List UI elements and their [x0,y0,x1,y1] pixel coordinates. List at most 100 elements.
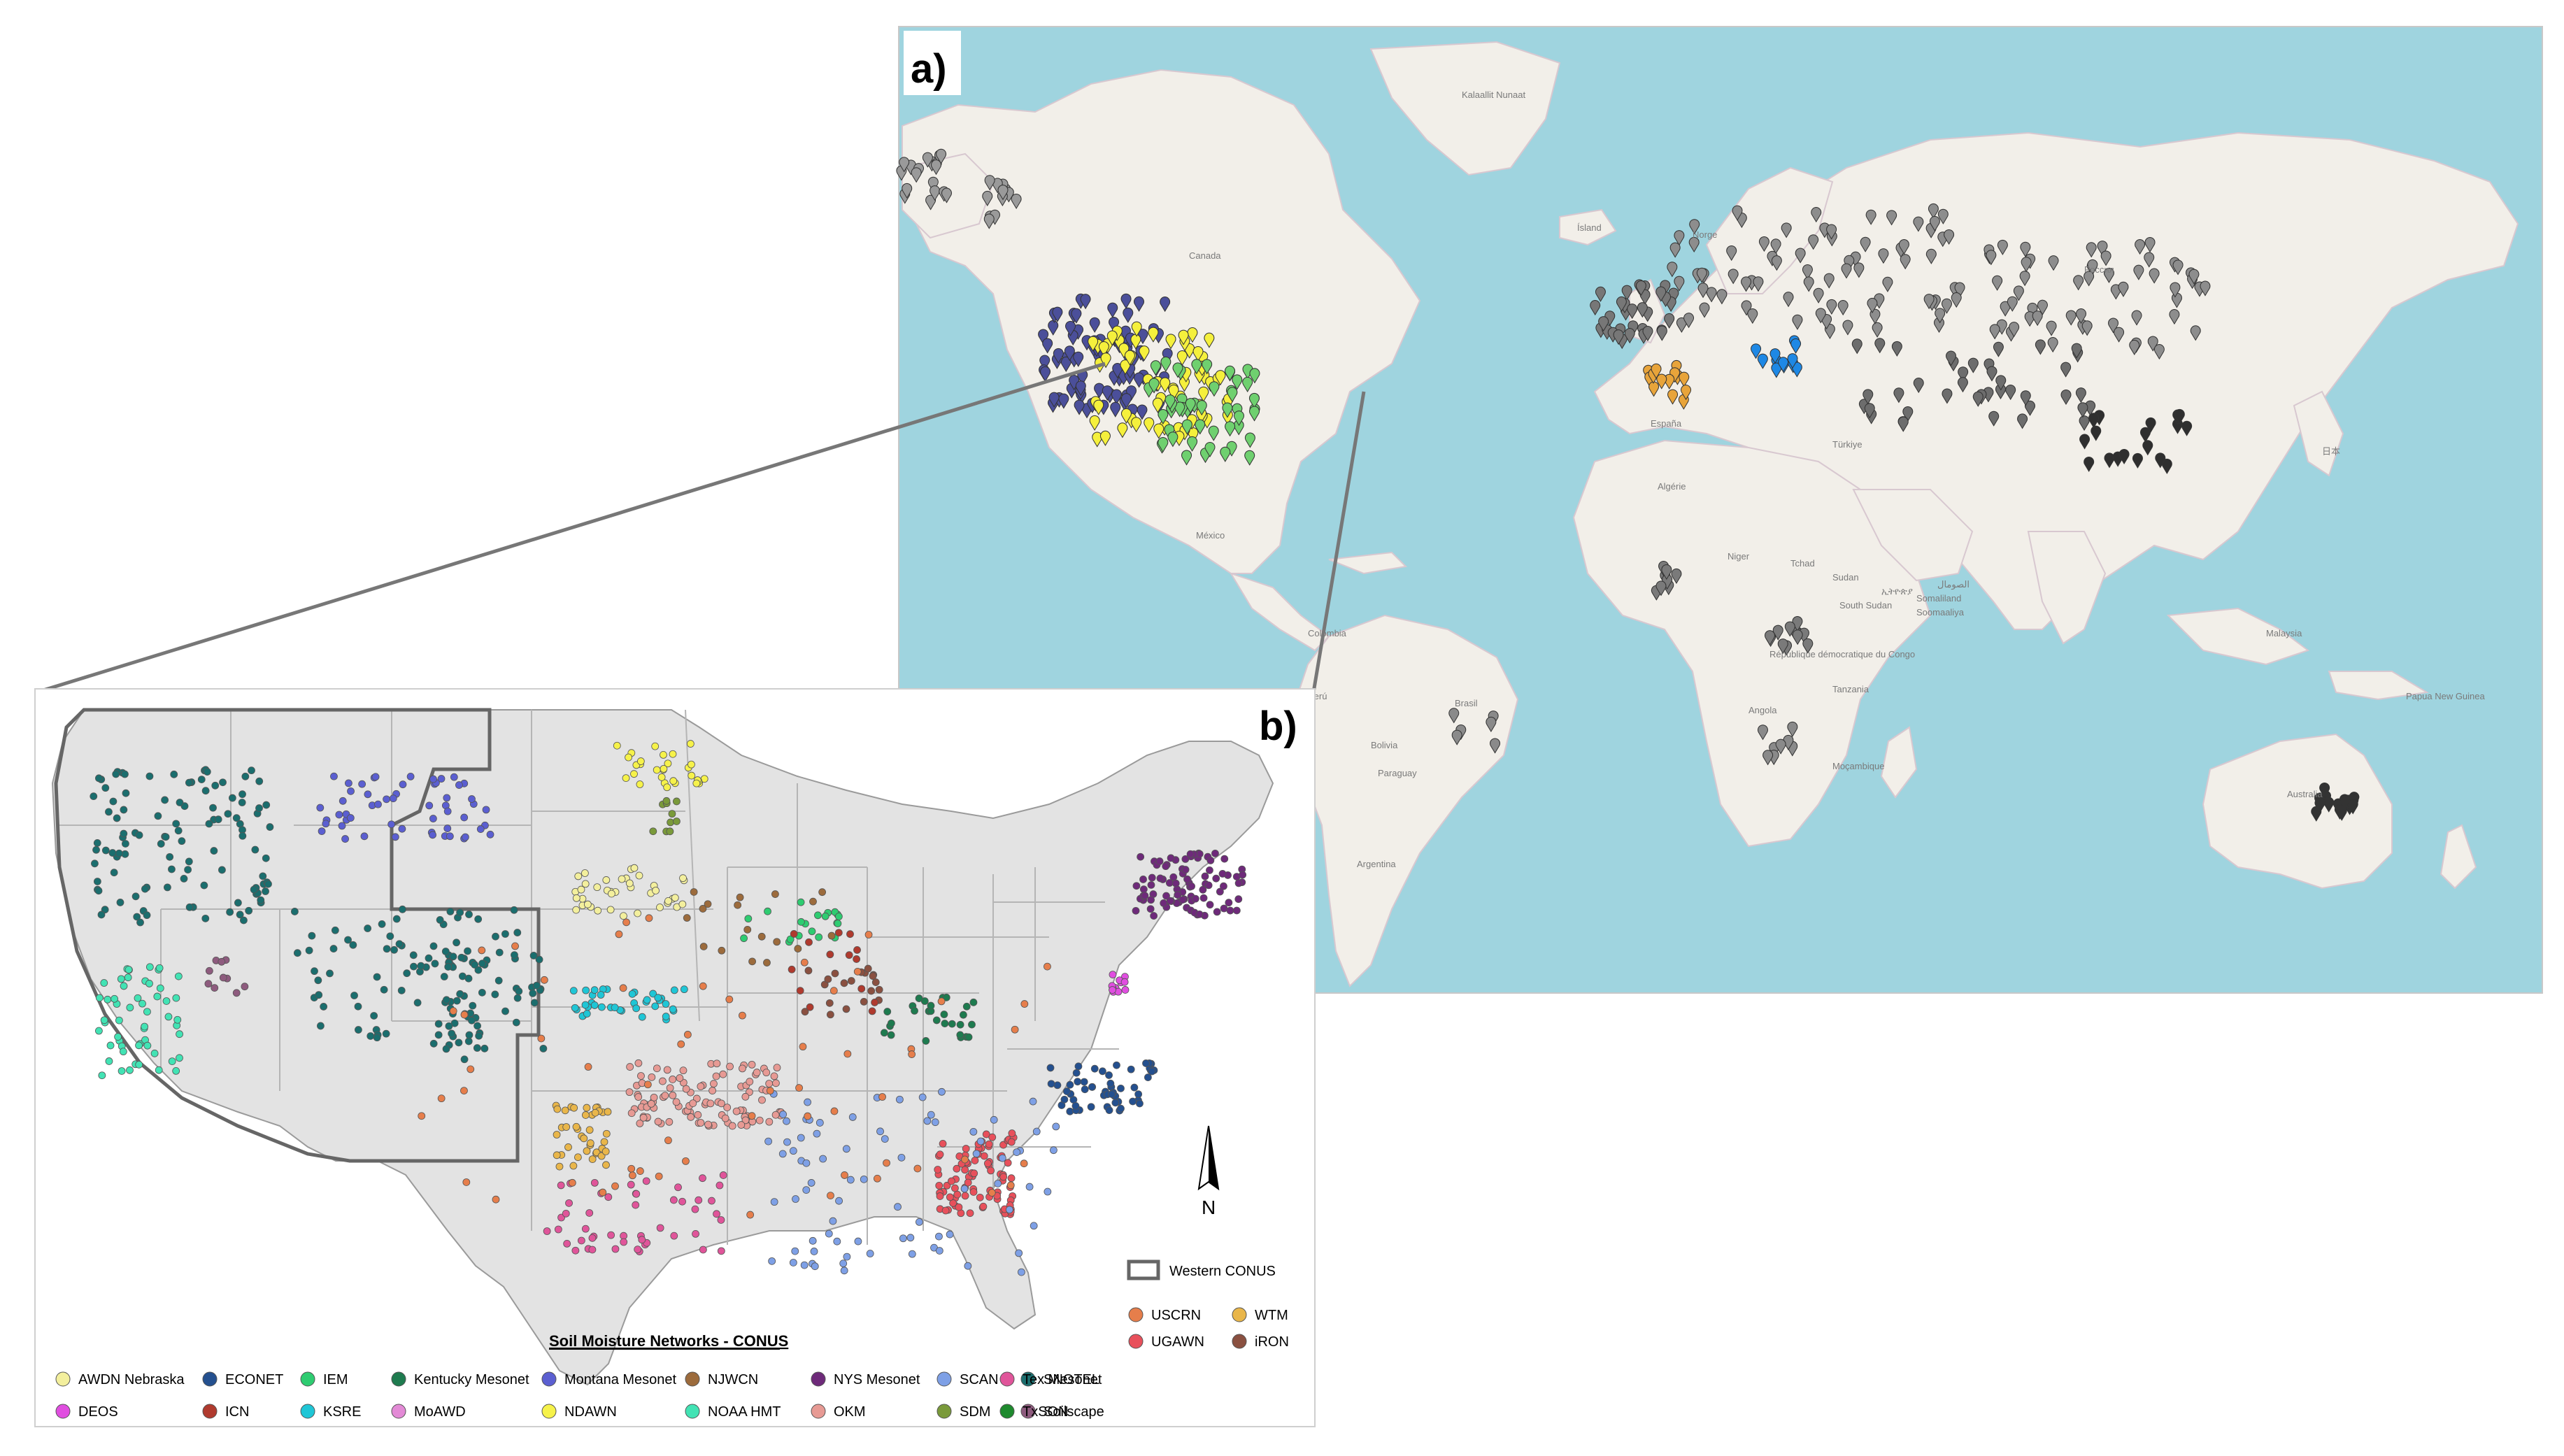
station-point [699,1174,706,1183]
world-station-marker [1195,419,1206,435]
world-station-marker [1598,316,1609,332]
station-point [577,885,585,894]
world-station-marker [2135,239,2146,255]
station-point [135,1041,143,1050]
station-point [226,908,234,916]
station-point [602,1161,610,1169]
station-point [95,1027,103,1035]
station-point [112,770,120,778]
station-point [156,984,164,992]
station-point [331,926,339,934]
station-point [1015,1249,1023,1257]
legend-swatch [1232,1334,1247,1349]
world-station-marker [1770,238,1781,255]
world-map-label: Brasil [1455,698,1478,708]
station-point [339,797,347,805]
station-point [999,1173,1008,1181]
station-point [699,905,707,913]
station-point [1232,906,1241,915]
station-point [736,893,744,901]
world-map-label: España [1651,418,1682,429]
world-station-marker [2086,242,2097,258]
station-point [1008,1129,1016,1137]
station-point [1007,1174,1016,1183]
station-point [214,815,222,824]
station-point [643,1080,652,1089]
station-point [1117,1104,1125,1113]
world-station-marker [1117,422,1128,438]
world-station-marker [1762,750,1774,766]
station-point [124,973,132,982]
world-map-label: Tchad [1790,558,1815,569]
world-station-marker [1869,308,1881,324]
station-point [628,990,636,998]
world-station-marker [982,190,993,206]
world-station-marker [1126,385,1137,401]
world-station-marker [1656,373,1667,390]
station-point [936,1192,944,1200]
station-point [106,1041,115,1050]
legend-swatch [55,1371,71,1387]
station-point [529,952,538,959]
world-station-marker [1089,317,1100,333]
station-point [875,985,883,994]
station-point [460,1087,468,1095]
station-point [535,955,543,964]
panel-b-conus-map: b) N Western CONUS Soil Moisture Network… [34,688,1316,1427]
station-point [113,814,121,822]
legend-swatch [541,1404,557,1419]
world-station-marker [1972,391,1983,407]
station-point [779,1111,787,1118]
station-point [825,1229,833,1238]
station-point [764,1137,773,1145]
station-point [713,1059,721,1068]
station-point [946,1193,954,1201]
world-station-marker [2174,408,2185,424]
station-point [632,1190,641,1198]
station-point [876,1127,884,1136]
station-point [988,1133,997,1141]
station-point [990,1115,998,1124]
world-map-label: Canada [1189,250,1221,261]
station-point [474,915,483,923]
station-point [662,1013,670,1020]
station-point [403,969,411,978]
station-point [799,1043,807,1051]
station-point [116,899,124,906]
station-point [1139,876,1147,883]
station-point [389,794,397,803]
station-point [255,777,264,785]
station-point [934,1166,942,1173]
station-point [1155,857,1164,865]
station-point [813,1129,821,1138]
station-point [174,827,183,835]
station-point [185,857,193,866]
station-point [853,946,861,954]
station-point [1011,1025,1019,1034]
station-point [570,1104,578,1112]
station-point [674,1183,682,1192]
station-point [572,906,581,914]
station-point [395,940,404,948]
station-point [765,1080,774,1087]
station-point [757,932,766,941]
station-point [1199,894,1208,902]
station-point [827,1192,834,1199]
station-point [501,930,509,938]
station-point [571,1004,579,1012]
world-station-marker [1787,353,1798,369]
world-station-marker [2087,259,2098,275]
station-point [1109,986,1116,994]
station-point [634,909,641,918]
station-point [176,1054,183,1062]
world-station-marker [1778,357,1789,373]
world-station-marker [2200,280,2211,297]
station-point [968,1020,976,1029]
world-station-marker [1781,222,1792,238]
station-point [654,1118,662,1126]
world-map-label: 日本 [2322,446,2340,457]
station-point [611,1004,619,1012]
station-point [669,750,677,758]
station-point [666,1084,674,1092]
world-station-marker [1040,366,1051,382]
